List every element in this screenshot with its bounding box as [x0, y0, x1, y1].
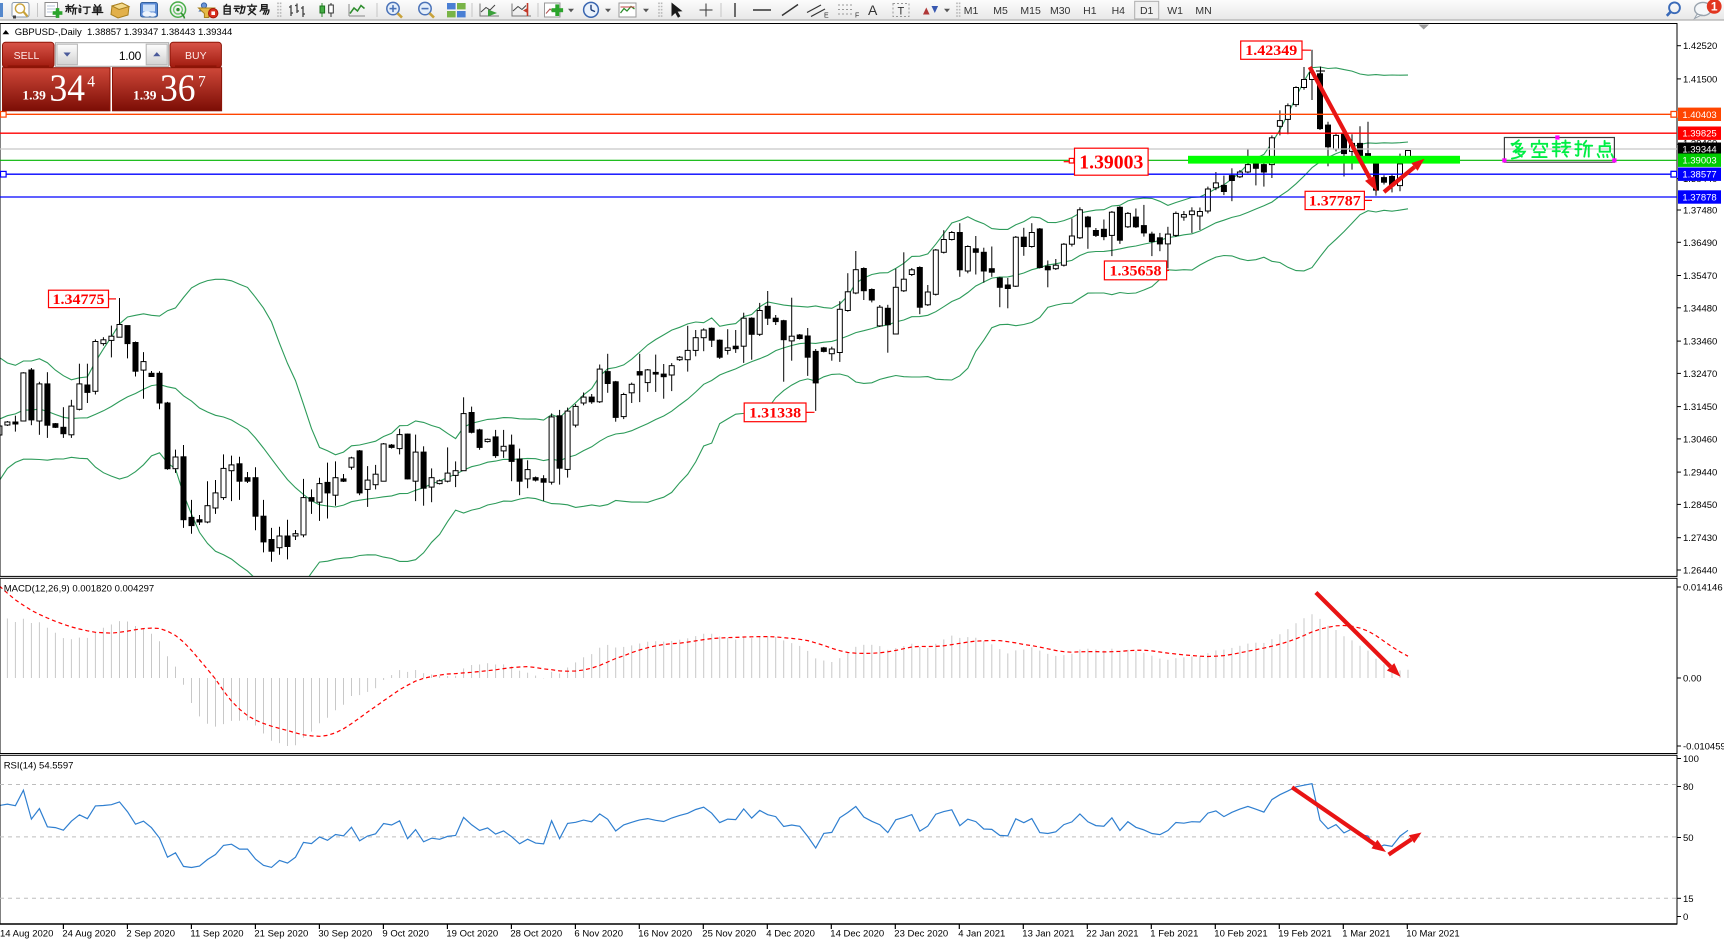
svg-text:1.31450: 1.31450: [1683, 402, 1717, 413]
svg-text:36: 36: [160, 68, 196, 110]
svg-text:1.31338: 1.31338: [749, 405, 801, 421]
svg-text:34: 34: [50, 68, 86, 110]
svg-text:10 Mar 2021: 10 Mar 2021: [1406, 929, 1459, 940]
svg-text:1.28450: 1.28450: [1683, 500, 1717, 511]
svg-text:RSI(14) 54.5597: RSI(14) 54.5597: [4, 761, 74, 772]
svg-text:19 Oct 2020: 19 Oct 2020: [446, 929, 498, 940]
svg-text:10 Feb 2021: 10 Feb 2021: [1214, 929, 1267, 940]
svg-text:-0.010459: -0.010459: [1683, 742, 1724, 753]
svg-text:1.00: 1.00: [119, 49, 142, 63]
svg-text:1.29440: 1.29440: [1683, 468, 1717, 479]
svg-text:1.41500: 1.41500: [1683, 74, 1717, 85]
svg-text:1.37787: 1.37787: [1309, 194, 1361, 210]
svg-text:0.014146: 0.014146: [1683, 583, 1723, 594]
svg-text:F: F: [855, 13, 859, 20]
svg-text:1 Feb 2021: 1 Feb 2021: [1150, 929, 1198, 940]
svg-text:4 Jan 2021: 4 Jan 2021: [958, 929, 1005, 940]
svg-text:1.33460: 1.33460: [1683, 337, 1717, 348]
svg-text:1.37878: 1.37878: [1682, 193, 1716, 204]
svg-text:13 Jan 2021: 13 Jan 2021: [1022, 929, 1074, 940]
svg-text:11 Sep 2020: 11 Sep 2020: [190, 929, 243, 940]
svg-text:4 Dec 2020: 4 Dec 2020: [766, 929, 815, 940]
svg-text:H4: H4: [1112, 5, 1126, 17]
svg-text:1: 1: [1711, 0, 1718, 14]
svg-text:28 Oct 2020: 28 Oct 2020: [510, 929, 562, 940]
svg-text:21 Sep 2020: 21 Sep 2020: [254, 929, 308, 940]
svg-text:1.27430: 1.27430: [1683, 533, 1717, 544]
svg-text:A: A: [868, 2, 878, 18]
svg-text:1.36490: 1.36490: [1683, 238, 1717, 249]
svg-text:1.30460: 1.30460: [1683, 434, 1717, 445]
svg-text:1.38577: 1.38577: [1682, 170, 1716, 181]
svg-text:1.39825: 1.39825: [1682, 129, 1716, 140]
svg-text:GBPUSD-,Daily 1.38857 1.39347: GBPUSD-,Daily 1.38857 1.39347 1.38443 1.…: [15, 27, 233, 38]
svg-text:1.39344: 1.39344: [1682, 145, 1716, 156]
svg-text:1.35658: 1.35658: [1110, 264, 1162, 280]
svg-text:W1: W1: [1167, 5, 1183, 17]
svg-text:M5: M5: [993, 5, 1008, 17]
svg-text:1.39: 1.39: [133, 88, 157, 103]
svg-text:1.26440: 1.26440: [1683, 566, 1717, 577]
svg-text:0.00: 0.00: [1683, 674, 1702, 685]
svg-text:14 Dec 2020: 14 Dec 2020: [830, 929, 884, 940]
svg-text:1.39003: 1.39003: [1079, 152, 1143, 174]
svg-text:1.42349: 1.42349: [1245, 43, 1297, 59]
svg-text:M30: M30: [1050, 5, 1071, 17]
svg-text:1.34775: 1.34775: [53, 292, 105, 308]
svg-text:H1: H1: [1083, 5, 1097, 17]
svg-text:BUY: BUY: [185, 50, 207, 62]
svg-text:25 Nov 2020: 25 Nov 2020: [702, 929, 756, 940]
svg-text:1.39: 1.39: [22, 88, 46, 103]
svg-text:2 Sep 2020: 2 Sep 2020: [126, 929, 175, 940]
svg-text:0: 0: [1683, 912, 1688, 923]
svg-text:1.32470: 1.32470: [1683, 369, 1717, 380]
svg-text:1.40403: 1.40403: [1682, 110, 1716, 121]
svg-text:14 Aug 2020: 14 Aug 2020: [0, 929, 53, 940]
svg-text:6 Nov 2020: 6 Nov 2020: [574, 929, 623, 940]
svg-text:MN: MN: [1195, 5, 1211, 17]
svg-text:4: 4: [87, 74, 95, 91]
svg-text:22 Jan 2021: 22 Jan 2021: [1086, 929, 1138, 940]
svg-text:E: E: [824, 13, 829, 20]
svg-text:1.42520: 1.42520: [1683, 41, 1717, 52]
svg-text:1 Mar 2021: 1 Mar 2021: [1342, 929, 1390, 940]
svg-text:MACD(12,26,9) 0.001820 0.00429: MACD(12,26,9) 0.001820 0.004297: [4, 584, 155, 595]
svg-text:15: 15: [1683, 894, 1694, 905]
svg-text:1.35470: 1.35470: [1683, 271, 1717, 282]
svg-text:50: 50: [1683, 833, 1694, 844]
svg-text:D1: D1: [1140, 5, 1154, 17]
svg-text:7: 7: [198, 74, 206, 91]
svg-text:9 Oct 2020: 9 Oct 2020: [382, 929, 428, 940]
svg-text:19 Feb 2021: 19 Feb 2021: [1278, 929, 1331, 940]
svg-text:SELL: SELL: [14, 50, 40, 62]
svg-text:80: 80: [1683, 782, 1694, 793]
svg-text:1.37480: 1.37480: [1683, 206, 1717, 217]
svg-text:30 Sep 2020: 30 Sep 2020: [318, 929, 372, 940]
svg-text:M15: M15: [1020, 5, 1041, 17]
svg-text:1.39003: 1.39003: [1682, 156, 1716, 167]
svg-text:100: 100: [1683, 754, 1699, 765]
svg-text:M1: M1: [964, 5, 979, 17]
svg-text:16 Nov 2020: 16 Nov 2020: [638, 929, 692, 940]
svg-text:T: T: [898, 6, 905, 18]
svg-text:1.34480: 1.34480: [1683, 303, 1717, 314]
svg-text:24 Aug 2020: 24 Aug 2020: [62, 929, 115, 940]
svg-text:23 Dec 2020: 23 Dec 2020: [894, 929, 948, 940]
